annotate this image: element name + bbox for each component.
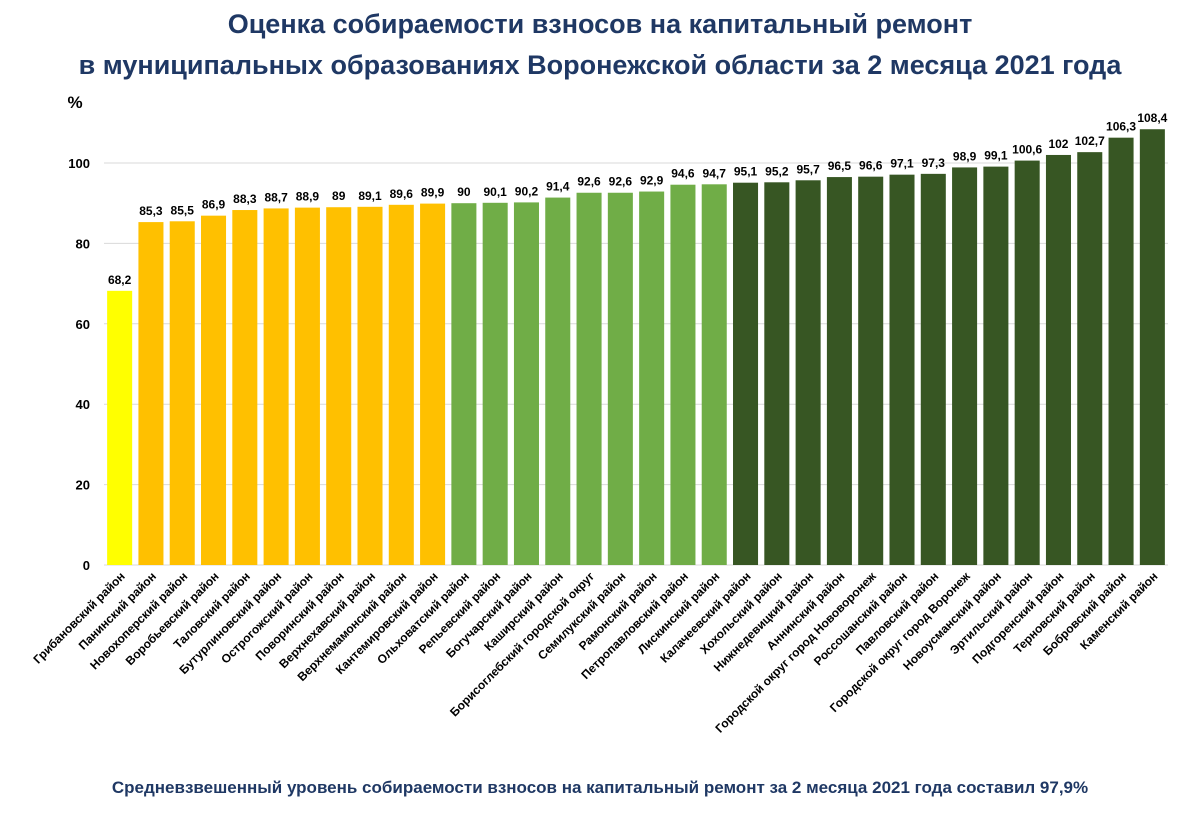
value-label: 95,2: [765, 164, 789, 178]
value-labels: 68,2 85,3 85,5 86,9 88,3 88,7 88,9 89 89,1 89,6 89…: [108, 111, 1168, 287]
value-label: 90,1: [483, 185, 507, 199]
value-label: 102: [1048, 137, 1068, 151]
value-label: 89,9: [421, 186, 445, 200]
bar-30: [1014, 160, 1040, 565]
bar-18: [639, 191, 665, 566]
bar-13: [482, 202, 508, 565]
bar-32: [1077, 152, 1103, 565]
value-label: 95,1: [734, 165, 758, 179]
bar-6: [263, 208, 289, 565]
bar-26: [889, 174, 915, 565]
value-label: 86,9: [202, 198, 226, 212]
bar-31: [1045, 154, 1071, 565]
y-tick-label: 100: [68, 156, 90, 171]
y-tick-label: 60: [76, 317, 90, 332]
y-tick-label: 80: [76, 236, 90, 251]
bar-25: [858, 176, 884, 565]
bar-15: [545, 197, 571, 565]
bar-19: [670, 184, 696, 565]
value-label: 96,5: [828, 159, 852, 173]
bar-12: [451, 203, 477, 565]
value-label: 92,9: [640, 174, 664, 188]
bar-5: [232, 210, 258, 565]
value-label: 89,6: [390, 187, 414, 201]
value-label: 98,9: [953, 149, 977, 163]
value-label: 102,7: [1075, 134, 1105, 148]
value-label: 88,3: [233, 192, 257, 206]
value-label: 89: [332, 189, 346, 203]
value-label: 94,7: [703, 166, 727, 180]
value-label: 68,2: [108, 273, 132, 287]
bar-11: [420, 203, 446, 566]
bar-22: [764, 182, 790, 565]
bar-28: [952, 167, 978, 565]
y-axis-ticks: 0 20 40 60 80 100: [68, 156, 90, 573]
summary-footer: Средневзвешенный уровень собираемости вз…: [111, 778, 1089, 797]
bar-8: [326, 207, 352, 565]
value-label: 100,6: [1012, 143, 1042, 157]
value-label: 89,1: [358, 189, 382, 203]
bar-1: [107, 290, 133, 565]
y-tick-label: 40: [76, 397, 90, 412]
value-label: 106,3: [1106, 120, 1136, 134]
y-tick-label: 0: [83, 558, 90, 573]
bar-9: [357, 206, 383, 565]
bar-17: [607, 192, 633, 566]
bars: [107, 129, 1165, 566]
value-label: 99,1: [984, 149, 1008, 163]
bar-16: [576, 192, 602, 566]
value-label: 108,4: [1137, 111, 1167, 125]
bar-10: [388, 204, 414, 566]
value-label: 90,2: [515, 184, 539, 198]
value-label: 85,3: [139, 204, 163, 218]
value-label: 95,7: [796, 162, 820, 176]
value-label: 85,5: [171, 203, 195, 217]
bar-24: [826, 177, 852, 565]
bar-2: [138, 222, 164, 565]
bar-23: [795, 180, 821, 565]
y-axis-label: %: [67, 93, 82, 112]
value-label: 97,3: [922, 156, 946, 170]
bar-33: [1108, 137, 1134, 565]
value-label: 88,7: [264, 190, 288, 204]
bar-14: [513, 202, 539, 565]
bar-20: [701, 184, 727, 565]
value-label: 91,4: [546, 180, 570, 194]
bar-29: [983, 166, 1009, 566]
value-label: 97,1: [890, 157, 914, 171]
value-label: 96,6: [859, 159, 883, 173]
chart-title: Оценка собираемости взносов на капитальн…: [0, 4, 1200, 86]
bar-34: [1139, 129, 1165, 565]
value-label: 88,9: [296, 190, 320, 204]
bar-7: [294, 207, 320, 565]
chart-title-line-1: Оценка собираемости взносов на капитальн…: [227, 9, 973, 39]
bar-27: [920, 173, 946, 565]
value-label: 92,6: [609, 175, 633, 189]
y-tick-label: 20: [76, 478, 90, 493]
value-label: 90: [457, 185, 471, 199]
bar-3: [169, 221, 195, 566]
bar-21: [733, 182, 759, 565]
chart-title-line-2: в муниципальных образованиях Воронежской…: [78, 50, 1122, 80]
bar-4: [201, 215, 227, 566]
value-label: 94,6: [671, 167, 695, 181]
value-label: 92,6: [577, 175, 601, 189]
